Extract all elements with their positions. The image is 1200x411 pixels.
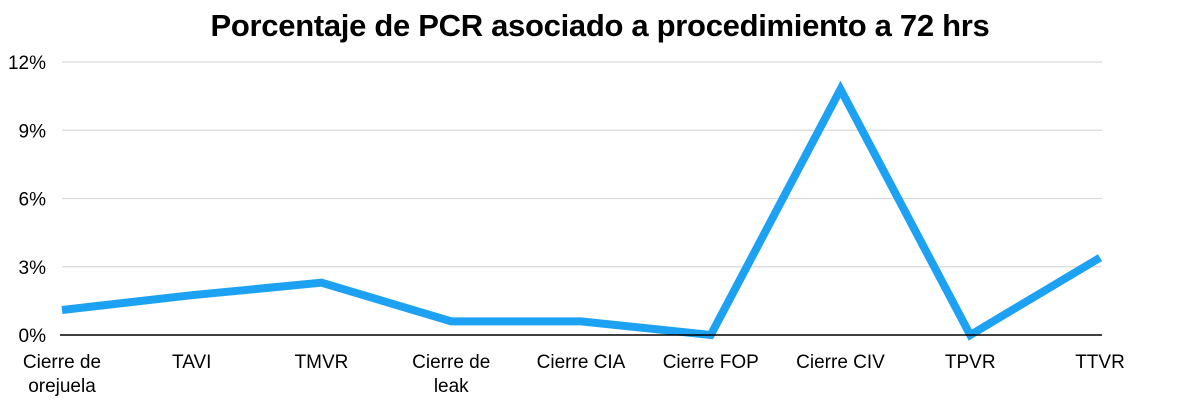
x-axis-tick-labels: Cierre de orejuela TAVI TMVR Cierre de leak Ci… [23, 352, 1125, 397]
x-tick-label: Cierre de leak [412, 352, 490, 397]
x-tick-label: Cierre CIV [796, 352, 885, 373]
x-tick-label: Cierre CIA [537, 352, 626, 373]
x-tick-label: TMVR [295, 352, 349, 373]
series-line [61, 80, 1103, 341]
y-tick-label: 9% [19, 121, 47, 142]
y-tick-label: 6% [19, 190, 47, 211]
x-tick-label: TAVI [172, 352, 211, 373]
series-lines [61, 80, 1103, 341]
x-tick-label: TPVR [945, 352, 996, 373]
chart-title: Porcentaje de PCR asociado a procedimien… [210, 8, 990, 43]
y-tick-label: 3% [19, 258, 47, 279]
y-tick-label: 0% [19, 326, 47, 347]
x-tick-label: Cierre FOP [663, 352, 759, 373]
y-axis-tick-labels: 0% 3% 6% 9% 12% [8, 53, 46, 347]
x-tick-label: TTVR [1075, 352, 1125, 373]
x-tick-label: Cierre de orejuela [23, 352, 101, 397]
y-tick-label: 12% [8, 53, 46, 74]
gridlines [62, 61, 1102, 268]
